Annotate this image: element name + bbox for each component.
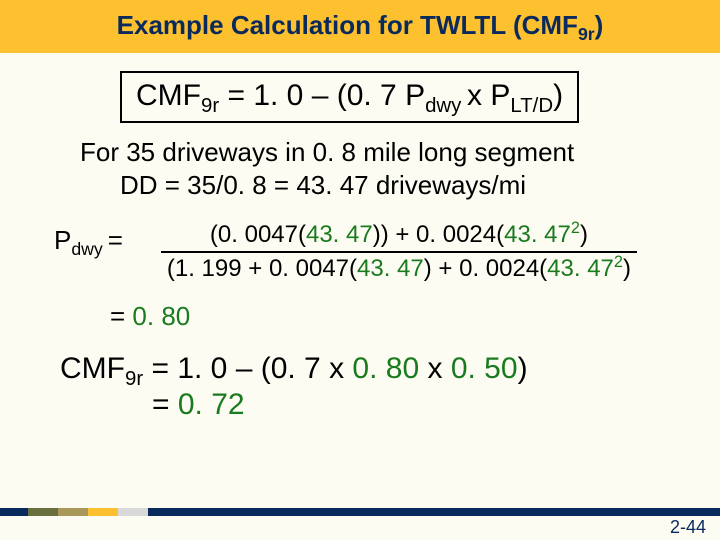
cmf-result: 0. 72: [178, 388, 245, 421]
num-v2: 43. 47: [504, 221, 571, 248]
num-sup: 2: [571, 219, 580, 237]
cmf-v1: 0. 80: [352, 352, 419, 385]
f-p1sub: dwy: [425, 95, 467, 117]
cmf-sub: 9r: [125, 368, 143, 390]
f-lhs: CMF: [136, 79, 201, 112]
r080-eq: =: [110, 301, 132, 331]
den-sup: 2: [614, 253, 623, 271]
den-a: (1. 199 + 0. 0047(: [167, 255, 357, 282]
pdwy-result: = 0. 80: [110, 301, 670, 332]
cmf-calc-line1: CMF9r = 1. 0 – (0. 7 x 0. 80 x 0. 50): [60, 352, 670, 386]
cmf-x: x: [419, 352, 451, 385]
footer-swatch-1: [28, 508, 58, 516]
given-line-2: DD = 35/0. 8 = 43. 47 driveways/mi: [120, 170, 670, 201]
footer-swatch-3: [88, 508, 118, 516]
den-v1: 43. 47: [357, 255, 424, 282]
f-p2sub: LT/D: [510, 95, 553, 117]
den-c: ): [623, 255, 631, 282]
given-line-1: For 35 driveways in 0. 8 mile long segme…: [80, 137, 670, 168]
pdwy-p: P: [54, 225, 71, 255]
fraction: (0. 0047(43. 47)) + 0. 0024(43. 472) (1.…: [161, 221, 637, 283]
title-bar: Example Calculation for TWLTL (CMF9r): [0, 0, 720, 53]
slide-number: 2-44: [670, 517, 706, 538]
footer-swatch-2: [58, 508, 88, 516]
den-v2: 43. 47: [547, 255, 614, 282]
den-b: ) + 0. 0024(: [424, 255, 547, 282]
footer-accent: [28, 508, 148, 516]
num-a: (0. 0047(: [210, 221, 306, 248]
cmf-calc-line2: = 0. 72: [152, 388, 670, 422]
num-b: )) + 0. 0024(: [373, 221, 504, 248]
formula-box: CMF9r = 1. 0 – (0. 7 Pdwy x PLT/D): [120, 71, 579, 123]
denominator: (1. 199 + 0. 0047(43. 47) + 0. 0024(43. …: [161, 253, 637, 283]
numerator: (0. 0047(43. 47)) + 0. 0024(43. 472): [161, 221, 637, 251]
f-close: ): [553, 79, 563, 112]
cmf-v2: 0. 50: [451, 352, 518, 385]
cmf-lhs: CMF: [60, 352, 125, 385]
footer-swatch-4: [118, 508, 148, 516]
f-lhs-sub: 9r: [201, 95, 219, 117]
r080-val: 0. 80: [132, 301, 190, 331]
pdwy-label: Pdwy =: [54, 221, 123, 256]
title-sub: 9r: [578, 24, 595, 44]
pdwy-eq: =: [108, 225, 123, 255]
cmf-close: ): [518, 352, 528, 385]
cmf-eq: = 1. 0 – (0. 7 x: [143, 352, 352, 385]
pdwy-sub: dwy: [71, 239, 107, 259]
title-pre: Example Calculation for TWLTL (CMF: [117, 10, 578, 40]
pdwy-equation: Pdwy = (0. 0047(43. 47)) + 0. 0024(43. 4…: [54, 221, 670, 283]
f-mid: = 1. 0 – (0. 7 P: [219, 79, 425, 112]
f-x: x P: [467, 79, 510, 112]
slide-content: CMF9r = 1. 0 – (0. 7 Pdwy x PLT/D) For 3…: [0, 53, 720, 422]
slide-title: Example Calculation for TWLTL (CMF9r): [117, 10, 604, 40]
cmf-eq2: =: [152, 388, 178, 421]
num-c: ): [580, 221, 588, 248]
main-formula: CMF9r = 1. 0 – (0. 7 Pdwy x PLT/D): [136, 79, 563, 112]
num-v1: 43. 47: [306, 221, 373, 248]
title-post: ): [595, 10, 604, 40]
